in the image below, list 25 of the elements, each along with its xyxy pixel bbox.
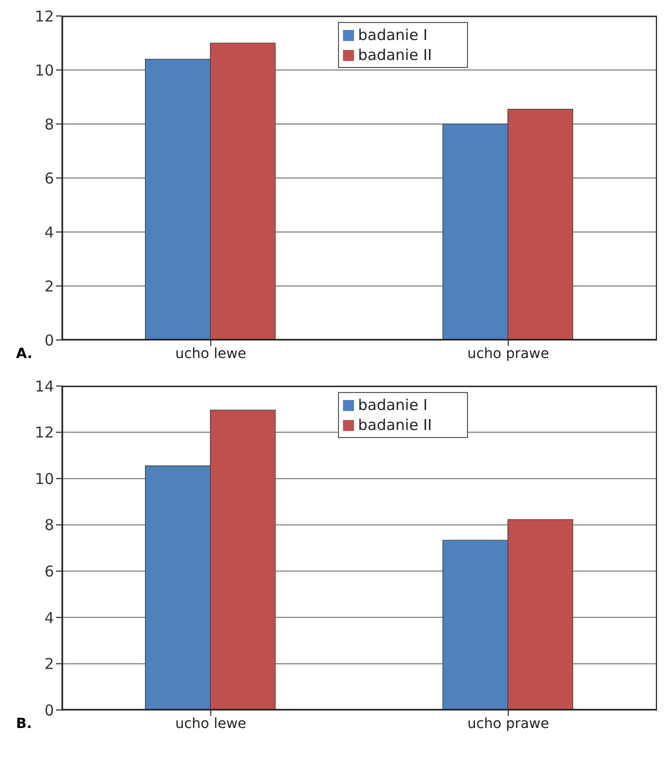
legend-label: badanie II	[358, 46, 432, 64]
text: A.	[16, 346, 32, 362]
legend-label: badanie I	[358, 26, 428, 44]
y-tick-label: 6	[44, 169, 54, 188]
y-tick-label: 14	[34, 377, 54, 396]
legend-label: badanie II	[358, 416, 432, 434]
text: B.	[16, 716, 32, 732]
y-tick-label: 2	[44, 655, 54, 674]
x-tick-label: ucho prawe	[467, 716, 550, 732]
x-tick-label: ucho lewe	[175, 716, 246, 732]
y-tick-label: 0	[44, 701, 54, 720]
y-tick-label: 8	[44, 516, 54, 534]
x-tick-label: ucho prawe	[467, 346, 550, 362]
legend-label: badanie I	[358, 396, 428, 414]
y-tick-label: 0	[44, 331, 54, 350]
x-tick-label: ucho lewe	[175, 346, 246, 362]
y-tick-label: 10	[34, 470, 54, 488]
y-tick-label: 2	[44, 277, 54, 296]
y-tick-label: 12	[34, 7, 54, 26]
y-tick-label: 4	[44, 608, 54, 627]
y-tick-label: 10	[34, 61, 54, 80]
y-tick-label: 4	[44, 223, 54, 242]
y-tick-label: 8	[44, 115, 54, 134]
y-tick-label: 12	[34, 424, 54, 442]
y-tick-label: 6	[44, 562, 54, 580]
